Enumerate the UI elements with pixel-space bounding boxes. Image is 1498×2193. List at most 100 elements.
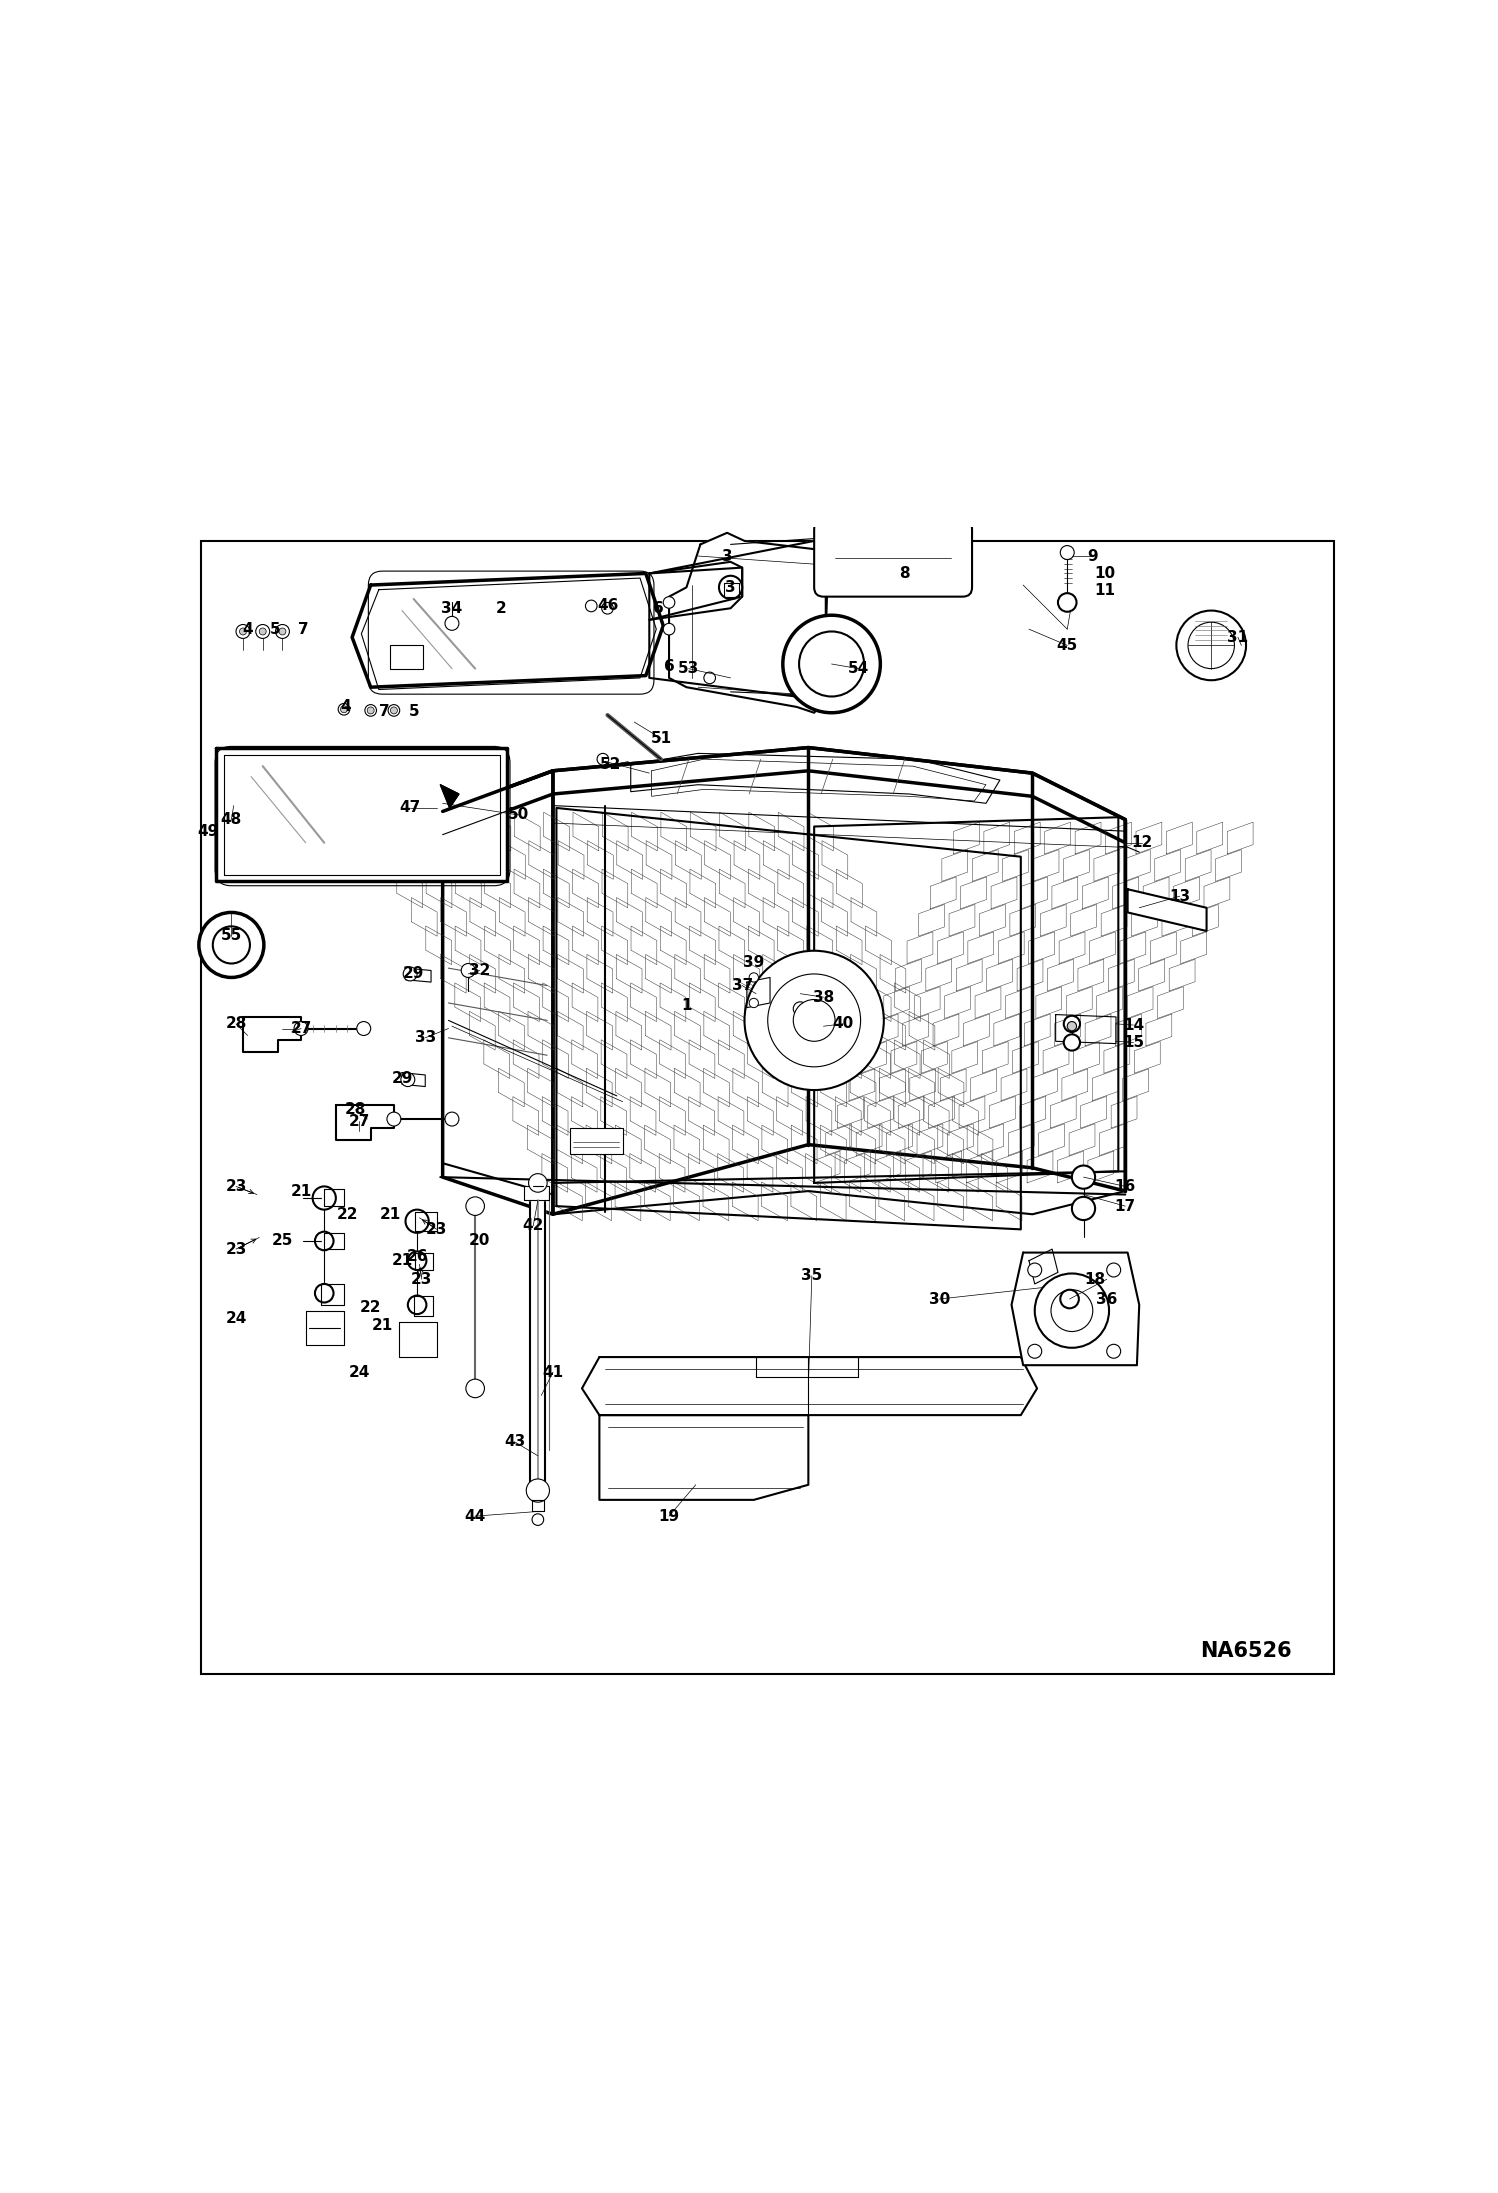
Polygon shape bbox=[599, 1414, 809, 1500]
Circle shape bbox=[1052, 1289, 1092, 1331]
Circle shape bbox=[1058, 592, 1077, 612]
Circle shape bbox=[602, 603, 613, 614]
Text: 37: 37 bbox=[731, 978, 753, 993]
Text: 21: 21 bbox=[391, 1252, 412, 1268]
Text: 48: 48 bbox=[220, 811, 243, 827]
Text: 19: 19 bbox=[659, 1509, 680, 1524]
Polygon shape bbox=[649, 542, 825, 700]
Text: 10: 10 bbox=[1094, 566, 1115, 581]
Text: 28: 28 bbox=[225, 1015, 247, 1031]
Text: 23: 23 bbox=[225, 1180, 247, 1193]
Circle shape bbox=[745, 952, 884, 1090]
Text: 45: 45 bbox=[1056, 638, 1079, 654]
Text: 4: 4 bbox=[243, 621, 253, 636]
Text: 42: 42 bbox=[523, 1219, 544, 1232]
Polygon shape bbox=[1128, 888, 1206, 932]
Text: 5: 5 bbox=[270, 621, 280, 636]
Text: 36: 36 bbox=[1097, 1292, 1118, 1307]
Text: 27: 27 bbox=[291, 1022, 312, 1035]
Circle shape bbox=[532, 1513, 544, 1526]
Text: 26: 26 bbox=[406, 1248, 428, 1263]
Text: 40: 40 bbox=[833, 1015, 854, 1031]
Text: 23: 23 bbox=[425, 1222, 448, 1237]
Text: 29: 29 bbox=[391, 1070, 413, 1086]
Circle shape bbox=[199, 912, 264, 978]
Text: 49: 49 bbox=[198, 825, 219, 838]
Circle shape bbox=[798, 632, 864, 697]
Text: 24: 24 bbox=[349, 1364, 370, 1379]
Text: 5: 5 bbox=[409, 704, 419, 719]
Text: 8: 8 bbox=[899, 566, 909, 581]
Polygon shape bbox=[324, 1189, 345, 1206]
Circle shape bbox=[366, 704, 376, 717]
Text: 41: 41 bbox=[542, 1364, 563, 1379]
Text: 14: 14 bbox=[1124, 1018, 1144, 1033]
Text: 3: 3 bbox=[722, 548, 733, 564]
Bar bbox=[571, 1129, 623, 1154]
Circle shape bbox=[749, 998, 758, 1007]
Polygon shape bbox=[581, 1357, 1037, 1414]
Text: 20: 20 bbox=[469, 1232, 490, 1248]
Circle shape bbox=[664, 596, 674, 607]
Circle shape bbox=[367, 706, 374, 715]
Text: NA6526: NA6526 bbox=[1200, 1640, 1291, 1660]
Circle shape bbox=[407, 1296, 427, 1314]
Circle shape bbox=[1067, 1022, 1077, 1031]
Circle shape bbox=[1061, 546, 1074, 559]
Polygon shape bbox=[670, 533, 828, 713]
Circle shape bbox=[704, 671, 716, 684]
Text: 28: 28 bbox=[345, 1103, 367, 1116]
Circle shape bbox=[386, 1112, 401, 1125]
Circle shape bbox=[526, 1478, 550, 1502]
Circle shape bbox=[598, 754, 608, 765]
Circle shape bbox=[445, 616, 458, 629]
Circle shape bbox=[749, 974, 758, 982]
Text: 16: 16 bbox=[1115, 1180, 1135, 1193]
Circle shape bbox=[1064, 1035, 1080, 1050]
Text: 21: 21 bbox=[291, 1184, 312, 1200]
Text: 46: 46 bbox=[596, 599, 619, 614]
Text: 51: 51 bbox=[650, 730, 671, 746]
Text: 53: 53 bbox=[679, 660, 700, 675]
Polygon shape bbox=[524, 1186, 550, 1200]
Text: 38: 38 bbox=[813, 989, 834, 1004]
Circle shape bbox=[466, 1379, 484, 1397]
Polygon shape bbox=[532, 1500, 544, 1511]
Circle shape bbox=[313, 1186, 336, 1211]
Polygon shape bbox=[243, 1018, 301, 1053]
Text: 22: 22 bbox=[337, 1206, 358, 1222]
Text: 29: 29 bbox=[403, 967, 424, 982]
Circle shape bbox=[256, 625, 270, 638]
Circle shape bbox=[339, 704, 351, 715]
Circle shape bbox=[794, 1002, 807, 1015]
Circle shape bbox=[783, 616, 881, 713]
Circle shape bbox=[1107, 1263, 1121, 1276]
Circle shape bbox=[213, 925, 250, 963]
Text: 15: 15 bbox=[1124, 1035, 1144, 1050]
Text: 25: 25 bbox=[271, 1232, 294, 1248]
Polygon shape bbox=[321, 1283, 345, 1305]
Text: 2: 2 bbox=[496, 601, 506, 616]
Text: 7: 7 bbox=[379, 704, 389, 719]
Text: 6: 6 bbox=[653, 601, 664, 616]
Text: 39: 39 bbox=[743, 954, 764, 969]
Text: 33: 33 bbox=[415, 1031, 436, 1046]
Text: 35: 35 bbox=[801, 1268, 822, 1283]
Circle shape bbox=[407, 1252, 427, 1270]
Text: 27: 27 bbox=[349, 1114, 370, 1129]
Circle shape bbox=[1028, 1344, 1041, 1357]
Text: 44: 44 bbox=[464, 1509, 485, 1524]
Circle shape bbox=[1073, 1197, 1095, 1219]
Circle shape bbox=[794, 1000, 834, 1042]
Circle shape bbox=[664, 623, 674, 636]
Polygon shape bbox=[440, 785, 458, 807]
Polygon shape bbox=[406, 967, 431, 982]
Circle shape bbox=[767, 974, 860, 1066]
Polygon shape bbox=[398, 1322, 437, 1357]
Polygon shape bbox=[530, 1191, 545, 1485]
Text: 34: 34 bbox=[442, 601, 463, 616]
Text: 47: 47 bbox=[400, 800, 421, 816]
Text: 21: 21 bbox=[380, 1206, 401, 1222]
Circle shape bbox=[1188, 623, 1234, 669]
Text: 23: 23 bbox=[225, 1241, 247, 1257]
